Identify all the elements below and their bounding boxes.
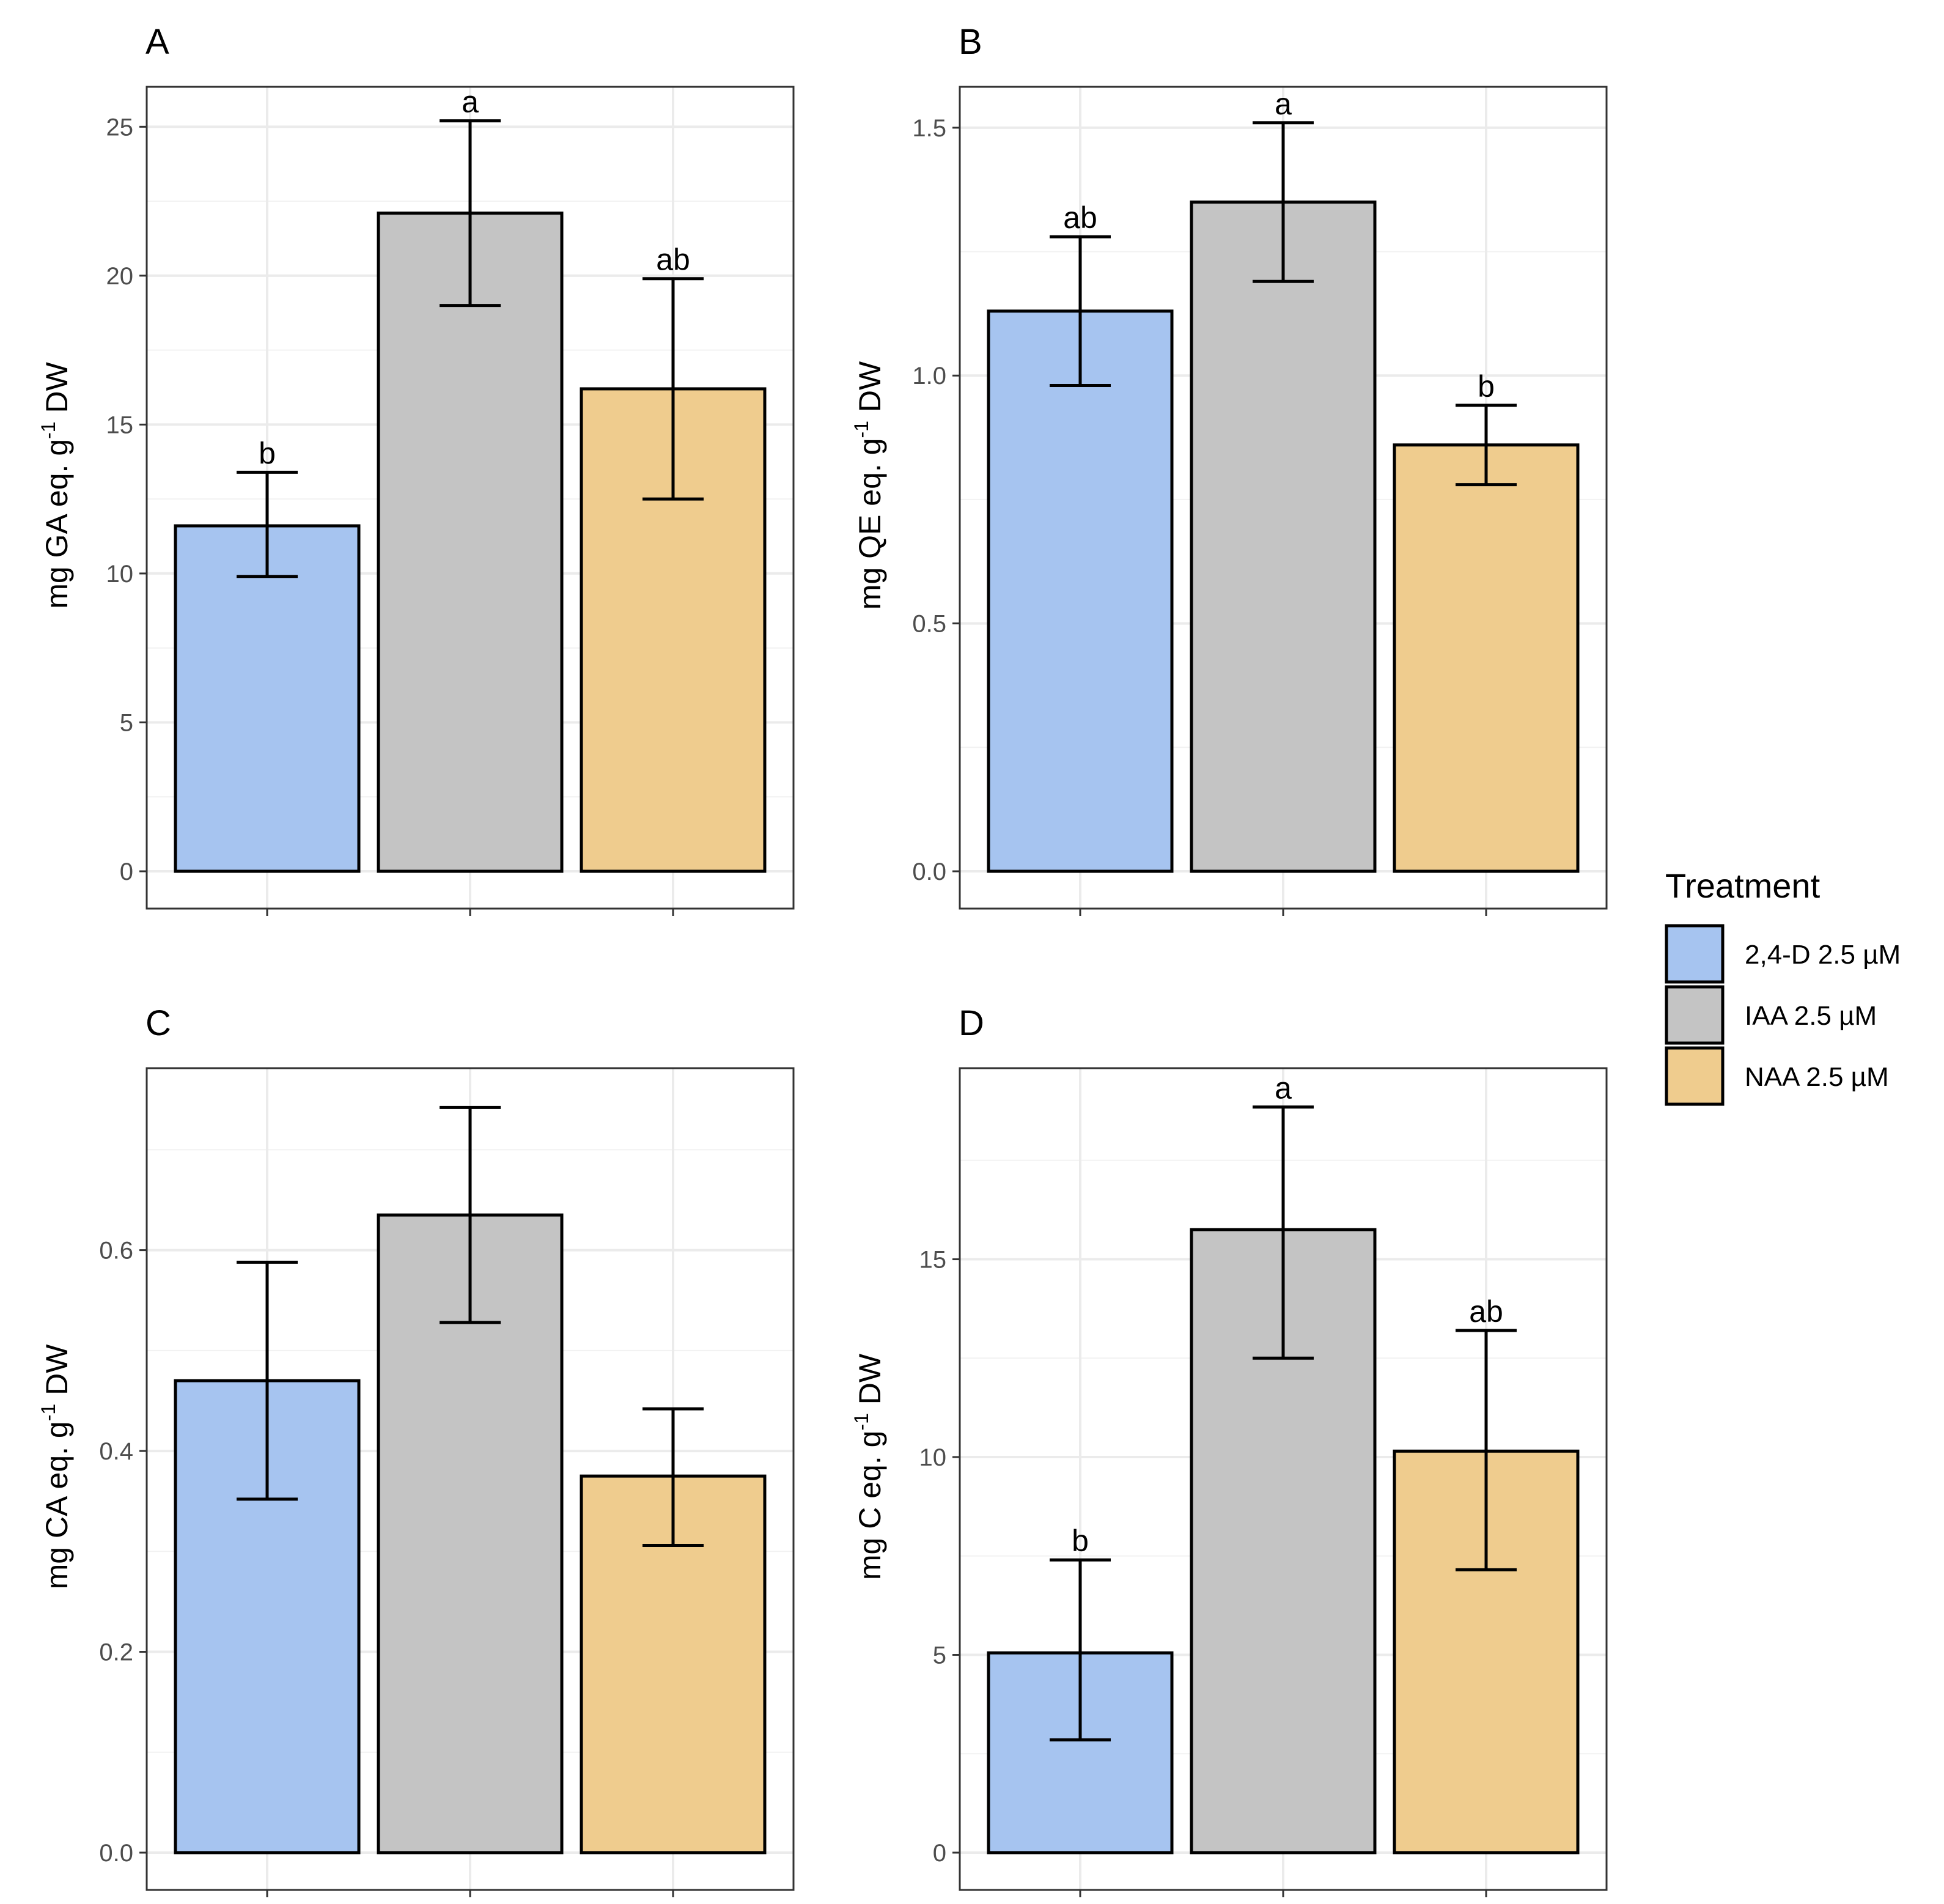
legend-label-1: 2,4-D 2.5 µM xyxy=(1745,940,1901,970)
error-bar-3 xyxy=(1456,1329,1517,1571)
bar-1 xyxy=(174,524,361,873)
legend-title: Treatment xyxy=(1665,866,1821,905)
significance-label: b xyxy=(1072,1524,1089,1558)
y-axis-title-unit: DW xyxy=(853,1353,887,1413)
y-tick-label: 15 xyxy=(106,411,134,438)
y-tick-label: 15 xyxy=(919,1247,947,1274)
panel-letter: C xyxy=(145,1003,171,1043)
error-bar-2 xyxy=(1253,1105,1314,1360)
y-axis-title-unit: DW xyxy=(853,361,887,421)
y-axis-title-unit: DW xyxy=(40,1344,74,1404)
error-bar-3 xyxy=(642,277,704,501)
y-tick-label: 5 xyxy=(120,709,133,736)
panel-letter: D xyxy=(959,1003,984,1043)
y-tick-label: 0 xyxy=(933,1840,946,1867)
y-axis-title-main: mg C eq. g xyxy=(853,1431,887,1581)
bar-1 xyxy=(987,309,1174,873)
panel-d: b a ab 0 5 10 15 mg C eq. g-1 DW D xyxy=(850,1003,1608,1897)
significance-label: ab xyxy=(1063,201,1097,235)
error-bar-1 xyxy=(1050,1558,1111,1742)
y-tick-label: 0.0 xyxy=(99,1840,133,1867)
panel-c: 0.0 0.2 0.4 0.6 mg CA eq. g-1 DW C xyxy=(37,1003,795,1897)
y-axis-title-main: mg GA eq. g xyxy=(40,439,74,609)
y-tick-label: 25 xyxy=(106,114,134,141)
y-axis-title-superscript: -1 xyxy=(37,421,59,438)
legend-key-1 xyxy=(1665,924,1725,984)
y-axis-title: mg GA eq. g-1 DW xyxy=(37,361,74,608)
error-bar-2 xyxy=(440,1105,501,1324)
y-tick-label: 0.4 xyxy=(99,1438,133,1465)
y-axis-title-main: mg QE eq. g xyxy=(853,438,887,610)
legend-label-2: IAA 2.5 µM xyxy=(1745,1001,1877,1031)
y-axis-title: mg CA eq. g-1 DW xyxy=(37,1344,74,1590)
y-tick-label: 20 xyxy=(106,263,134,290)
y-tick-label: 1.0 xyxy=(912,363,946,389)
significance-label: b xyxy=(1478,369,1495,404)
y-axis-title-superscript: -1 xyxy=(850,421,872,438)
y-axis-title-superscript: -1 xyxy=(37,1404,59,1421)
legend-key-3 xyxy=(1665,1046,1725,1106)
y-tick-label: 0.0 xyxy=(912,858,946,885)
significance-label: a xyxy=(462,85,479,119)
significance-label: ab xyxy=(656,243,690,277)
error-bar-1 xyxy=(237,470,298,578)
significance-label: a xyxy=(1275,87,1292,121)
y-axis-title-superscript: -1 xyxy=(850,1413,872,1430)
bar-2 xyxy=(377,212,564,873)
panel-letter: B xyxy=(959,22,982,62)
error-bar-3 xyxy=(642,1407,704,1547)
y-tick-label: 0.5 xyxy=(912,611,946,638)
y-tick-label: 0.2 xyxy=(99,1639,133,1666)
significance-label: b xyxy=(259,436,276,470)
y-tick-label: 10 xyxy=(106,561,134,588)
y-tick-label: 0 xyxy=(120,858,133,885)
y-tick-label: 5 xyxy=(933,1642,946,1669)
error-bar-1 xyxy=(1050,235,1111,387)
bar-3 xyxy=(1393,443,1580,873)
legend-label-3: NAA 2.5 µM xyxy=(1745,1062,1889,1092)
y-tick-label: 10 xyxy=(919,1444,947,1471)
panel-a: b a ab 0 5 10 15 20 25 mg GA eq. g-1 DW A xyxy=(37,22,795,916)
significance-label: a xyxy=(1275,1071,1292,1105)
error-bar-2 xyxy=(440,119,501,308)
error-bar-3 xyxy=(1456,404,1517,487)
y-tick-label: 1.5 xyxy=(912,115,946,142)
y-axis-title-unit: DW xyxy=(40,361,74,421)
y-axis-title-main: mg CA eq. g xyxy=(40,1421,74,1589)
error-bar-2 xyxy=(1253,121,1314,283)
legend: Treatment 2,4-D 2.5 µM IAA 2.5 µM NAA 2.5 µ… xyxy=(1665,866,1901,1106)
y-axis-title: mg QE eq. g-1 DW xyxy=(850,361,887,610)
significance-label: ab xyxy=(1469,1294,1503,1329)
legend-key-2 xyxy=(1665,985,1725,1045)
y-tick-label: 0.6 xyxy=(99,1238,133,1264)
error-bar-1 xyxy=(237,1260,298,1501)
y-axis-title: mg C eq. g-1 DW xyxy=(850,1353,887,1580)
panel-letter: A xyxy=(145,22,169,62)
bar-2 xyxy=(1190,200,1377,873)
